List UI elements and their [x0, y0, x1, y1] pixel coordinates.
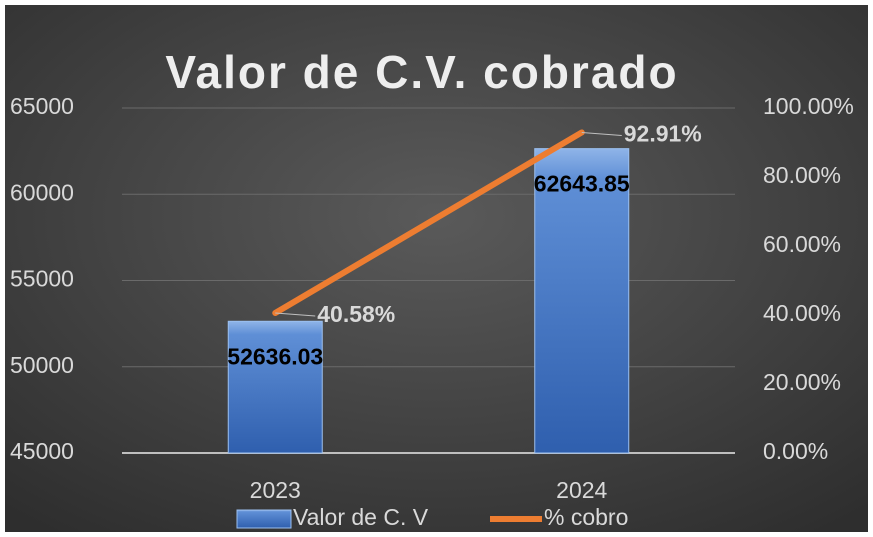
- line: [272, 129, 585, 316]
- legend-label: % cobro: [544, 504, 628, 530]
- bar: [534, 148, 630, 454]
- line-value-label: 40.58%: [317, 301, 395, 327]
- y2-tick-label: 60.00%: [763, 231, 841, 257]
- legend-label: Valor de C. V: [293, 504, 429, 530]
- y2-tick-label: 40.00%: [763, 300, 841, 326]
- x-tick-label: 2023: [250, 477, 301, 503]
- y-tick-label: 45000: [10, 438, 74, 464]
- leader-line: [581, 131, 622, 136]
- y2-tick-label: 20.00%: [763, 369, 841, 395]
- y2-tick-label: 80.00%: [763, 162, 841, 188]
- chart-background: [5, 5, 868, 532]
- y2-tick-label: 0.00%: [763, 438, 828, 464]
- y-tick-label: 65000: [10, 93, 74, 119]
- bar-value-label: 62643.85: [534, 171, 630, 197]
- bar-value-label: 52636.03: [227, 343, 323, 369]
- bar: [227, 320, 323, 454]
- leader-line: [275, 312, 316, 317]
- y-tick-label: 60000: [10, 179, 74, 205]
- y2-tick-label: 100.00%: [763, 93, 854, 119]
- line-value-label: 92.91%: [624, 121, 702, 147]
- x-tick-label: 2024: [556, 477, 607, 503]
- chart-title: Valor de C.V. cobrado: [165, 46, 678, 98]
- y-tick-label: 50000: [10, 352, 74, 378]
- y-tick-label: 55000: [10, 266, 74, 292]
- legend-swatch: [236, 509, 292, 529]
